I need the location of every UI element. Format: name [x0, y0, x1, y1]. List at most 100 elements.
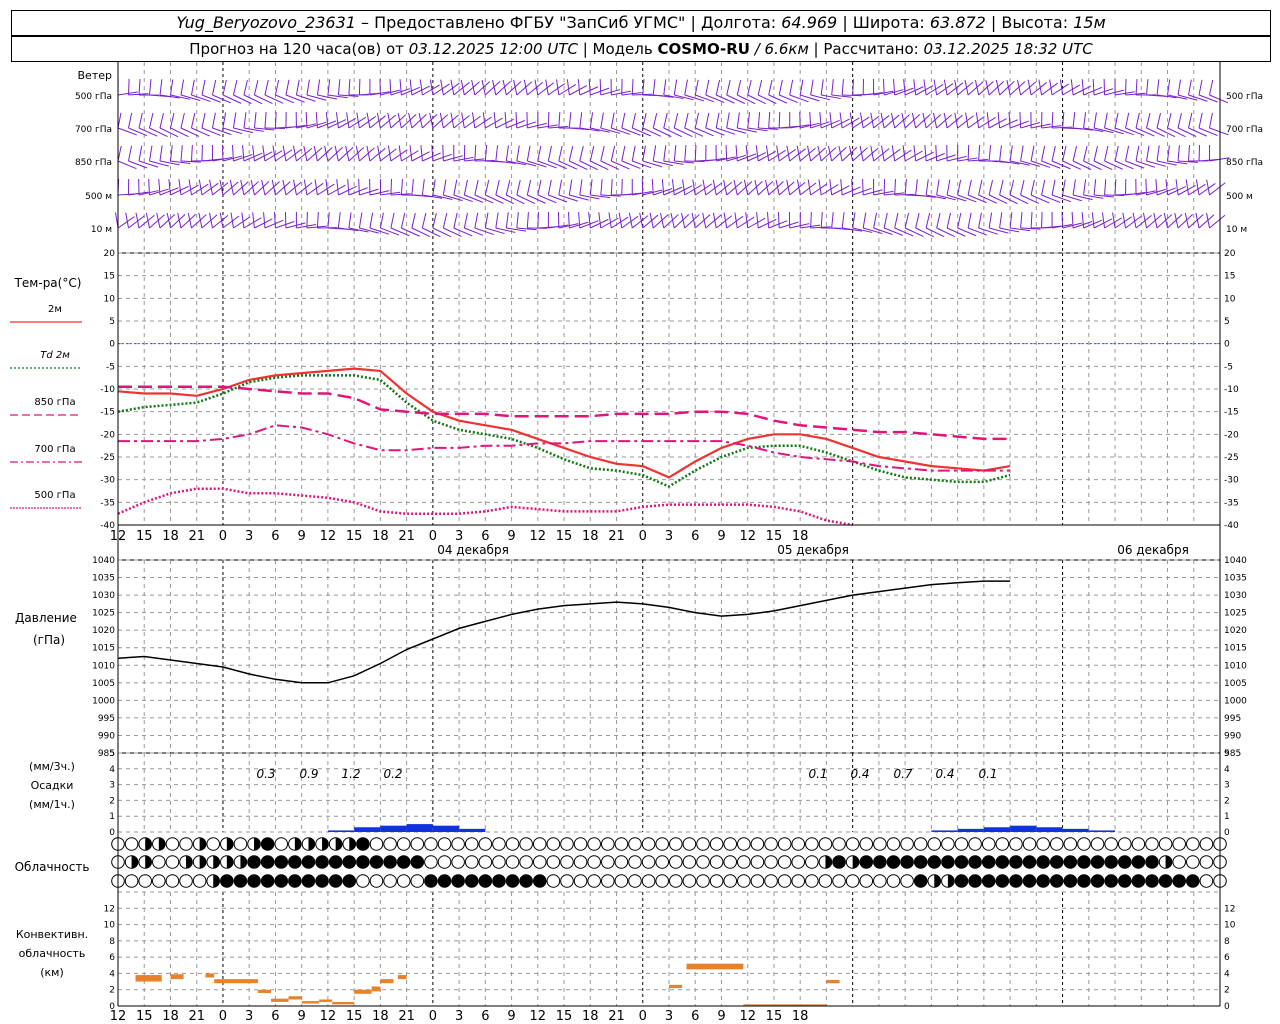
wind-barb-flag	[282, 145, 287, 162]
cloud-symbol	[424, 874, 438, 888]
wind-barb-shaft	[338, 94, 359, 97]
wind-barb-shaft	[1051, 194, 1072, 203]
cloud-symbol	[832, 855, 846, 869]
cloud-symbol	[165, 855, 180, 869]
cloud-symbol	[709, 837, 724, 851]
cloud-symbol	[165, 837, 180, 851]
wind-barb-flag	[598, 212, 602, 229]
wind-barb-flag	[252, 212, 255, 229]
wind-barb-flag	[600, 179, 603, 196]
cloud-symbol	[1009, 874, 1023, 888]
wind-barb-flag	[409, 79, 413, 96]
y-tick-label-left: 1030	[92, 591, 115, 601]
cloud-symbol	[655, 837, 669, 851]
time-tick-label-bottom: 3	[665, 1009, 673, 1024]
wind-barb-shaft	[338, 147, 354, 162]
wind-barb-flag	[1019, 112, 1022, 129]
time-tick-label: 0	[639, 529, 647, 544]
y-tick-label-right: 1000	[1224, 696, 1247, 706]
wind-barb-shaft	[1083, 160, 1102, 171]
wind-barb-flag	[314, 179, 318, 196]
wind-barb-shaft	[579, 160, 599, 171]
wind-barb-flag	[1020, 145, 1024, 162]
time-tick-label: 0	[219, 529, 227, 544]
wind-barb-flag	[1145, 179, 1148, 196]
wind-barb-flag	[904, 212, 910, 229]
wind-barb-shaft	[747, 181, 763, 196]
wind-barb-shaft	[432, 227, 452, 238]
model-name: COSMO-RU	[657, 40, 750, 58]
wind-barb-flag	[1156, 79, 1160, 96]
wind-barb-shaft	[212, 182, 229, 196]
wind-barb-shaft	[1188, 127, 1207, 137]
wind-barb-shaft	[831, 118, 850, 129]
wind-barb-shaft	[799, 182, 817, 196]
wind-barb-flag	[1122, 212, 1127, 229]
wind-barb-shaft	[401, 114, 417, 129]
convective-bar	[397, 975, 407, 980]
wind-barb-flag	[1041, 145, 1046, 162]
wind-barb-flag	[588, 79, 591, 96]
wind-barb-shaft	[1114, 216, 1132, 229]
provider-text: – Предоставлено ФГБУ "ЗапСиб УГМС" | Дол…	[355, 13, 782, 32]
wind-barb-shaft	[904, 86, 924, 96]
wind-barb-flag	[579, 179, 583, 196]
cloud-symbol	[179, 874, 193, 888]
wind-barb-flag	[894, 179, 896, 196]
calculated-time: 03.12.2025 18:32 UTC	[923, 40, 1093, 58]
y-tick-label-left: 0	[109, 1002, 115, 1012]
wind-barb-shaft	[590, 194, 611, 199]
y-tick-label-left: 1015	[92, 644, 115, 654]
wind-barb-shaft	[841, 117, 860, 129]
wind-barb-flag	[398, 145, 402, 162]
wind-barb-flag	[723, 212, 728, 229]
wind-barb-flag	[516, 145, 520, 162]
wind-barb-shaft	[1072, 221, 1093, 229]
wind-barb-shaft	[999, 194, 1018, 205]
y-tick-label-left: 20	[104, 249, 116, 259]
wind-barb-flag	[577, 79, 581, 96]
wind-barb-shaft	[642, 160, 663, 168]
wind-barb-flag	[138, 145, 143, 162]
wind-barb-shaft	[800, 122, 820, 129]
wind-barb-flag	[198, 179, 203, 196]
wind-barb-shaft	[831, 94, 852, 98]
precip-3h-sum: 0.4	[850, 767, 869, 781]
wind-barb-shaft	[128, 93, 149, 96]
wind-barb-flag	[848, 145, 854, 162]
wind-barb-shaft	[128, 191, 149, 196]
temp-legend-label: 700 гПа	[34, 444, 75, 455]
wind-barb-shaft	[327, 184, 346, 196]
y-tick-label-right: 1010	[1224, 661, 1247, 671]
wind-barb-flag	[568, 179, 573, 196]
wind-barb-shaft	[590, 218, 609, 229]
wind-barb-shaft	[422, 194, 443, 199]
wind-barb-flag	[252, 145, 255, 162]
wind-barb-shaft	[548, 224, 569, 229]
wind-barb-shaft	[999, 160, 1020, 165]
wind-barb-flag	[1114, 145, 1119, 162]
wind-barb-flag	[579, 146, 584, 162]
wind-barb-shaft	[1010, 227, 1030, 232]
wind-barb-flag	[177, 212, 182, 229]
wind-barb-shaft	[201, 214, 218, 229]
wind-barb-flag	[932, 112, 938, 129]
wind-barb-shaft	[1030, 123, 1051, 129]
wind-barb-flag	[694, 145, 697, 162]
wind-barb-flag	[442, 145, 444, 162]
cloud-symbol	[451, 874, 465, 888]
wind-barb-shaft	[285, 148, 303, 162]
wind-barb-flag	[831, 79, 834, 96]
wind-barb-flag	[820, 212, 823, 229]
wind-barb-shaft	[233, 94, 252, 105]
wind-barb-flag	[411, 179, 414, 196]
wind-barb-flag	[652, 145, 657, 162]
wind-barb-shaft	[495, 81, 511, 96]
wind-barb-shaft	[1041, 82, 1058, 96]
wind-barb-shaft	[149, 188, 169, 196]
wind-barb-shaft	[1009, 194, 1029, 205]
cloud-symbol	[1022, 837, 1037, 851]
wind-barb-shaft	[348, 116, 367, 129]
time-tick-label-bottom: 15	[346, 1009, 363, 1024]
